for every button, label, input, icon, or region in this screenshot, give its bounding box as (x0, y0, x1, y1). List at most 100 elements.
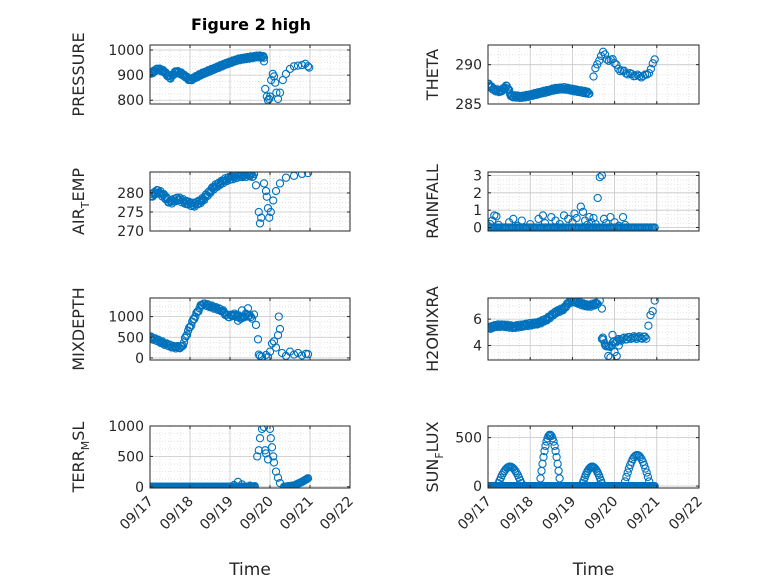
data-point (535, 481, 544, 488)
subplot-rainfall: 0 12 3 RAINFALL (423, 164, 700, 239)
x-tick-label: 09/18 (157, 494, 197, 534)
data-point (271, 186, 281, 196)
y-axis-label-base: SUN (423, 459, 442, 493)
y-axis-label-tail: LUX (423, 421, 442, 452)
data-point (578, 207, 588, 217)
y-tick-label: 1 (473, 203, 482, 219)
y-tick-label: 0 (473, 479, 482, 495)
data-point (250, 482, 259, 488)
data-point (281, 173, 291, 182)
y-tick-label: 1000 (108, 43, 144, 59)
y-axis-label-subscript: T (79, 201, 92, 209)
data-point (297, 172, 307, 179)
y-tick-label: 0 (135, 480, 144, 496)
data-point (257, 352, 267, 360)
data-point (265, 92, 275, 101)
y-tick-label: 275 (117, 205, 144, 221)
data-point (572, 213, 581, 223)
data-point (642, 468, 651, 477)
data-point (540, 446, 549, 456)
data-point (636, 453, 645, 462)
subplot-mixdepth: 0 500 1000 MIXDEPTH (69, 287, 351, 371)
axes-box (487, 44, 700, 105)
y-axis-label: AIRTEMP (69, 168, 92, 235)
data-point (591, 219, 600, 229)
axes-box (487, 297, 700, 361)
data-point (289, 62, 299, 71)
data-point (271, 467, 281, 476)
data-point (261, 449, 271, 458)
data-point (650, 55, 659, 64)
data-point (585, 89, 594, 98)
data-point (597, 172, 607, 180)
data-point (650, 223, 659, 231)
axes-box (149, 44, 351, 105)
data-point (644, 69, 654, 78)
data-point (261, 84, 270, 94)
data-point (541, 441, 550, 451)
data-series (488, 430, 659, 488)
data-point (619, 481, 629, 488)
data-point (635, 332, 644, 341)
data-point (271, 78, 280, 87)
data-point (243, 304, 253, 313)
data-point (544, 431, 553, 441)
data-point (267, 443, 277, 452)
subplot-theta: 285 290 THETA (423, 44, 700, 113)
data-point (517, 216, 526, 225)
y-axis-label: THETA (423, 49, 442, 101)
data-point (597, 304, 607, 313)
data-point (598, 47, 608, 56)
data-series (488, 172, 659, 231)
data-point (303, 350, 313, 359)
y-tick-label: 4 (473, 338, 482, 354)
y-tick-label: 2 (473, 186, 482, 202)
data-point (614, 221, 623, 230)
data-point (173, 341, 182, 351)
data-point (618, 212, 628, 222)
x-tick-label: 09/20 (582, 494, 622, 534)
axes-box (149, 297, 351, 361)
y-tick-label: 270 (117, 224, 144, 240)
data-point (181, 331, 191, 341)
data-series (488, 47, 659, 102)
data-point (623, 468, 632, 477)
y-axis-label-subscript: M (79, 441, 92, 451)
data-point (244, 172, 253, 180)
x-tick-label: 09/17 (455, 494, 495, 534)
y-tick-label: 500 (117, 449, 144, 465)
y-axis-label: TERRMSL (69, 422, 92, 494)
data-point (494, 220, 503, 230)
data-point (635, 71, 644, 81)
data-point (550, 441, 559, 451)
data-point (642, 334, 651, 343)
data-point (488, 221, 493, 230)
data-point (555, 474, 564, 483)
data-point (269, 452, 278, 461)
data-point (646, 64, 656, 74)
y-axis-label-tail: SL (69, 422, 88, 441)
data-point (645, 477, 654, 486)
y-tick-label: 285 (455, 97, 482, 113)
y-axis-label-subscript: F (433, 452, 446, 458)
data-point (253, 452, 262, 461)
subplot-sun_flux: 0 500 09/17 09/18 09/19 09/20 09/21 09/22 Time SU… (423, 421, 706, 580)
data-point (509, 214, 518, 224)
data-point (261, 186, 271, 196)
data-series (150, 299, 313, 360)
y-tick-label: 500 (455, 431, 482, 447)
data-point (538, 211, 548, 220)
data-point (585, 212, 594, 222)
data-point (644, 321, 653, 330)
data-point (623, 70, 633, 79)
data-point (648, 307, 657, 316)
data-point (614, 341, 623, 350)
y-tick-label: 0 (135, 351, 144, 367)
data-point (303, 62, 313, 71)
data-point (259, 53, 269, 62)
y-tick-label: 1000 (108, 419, 144, 435)
data-point (269, 72, 279, 81)
y-tick-label: 900 (117, 68, 144, 84)
data-point (639, 460, 649, 470)
